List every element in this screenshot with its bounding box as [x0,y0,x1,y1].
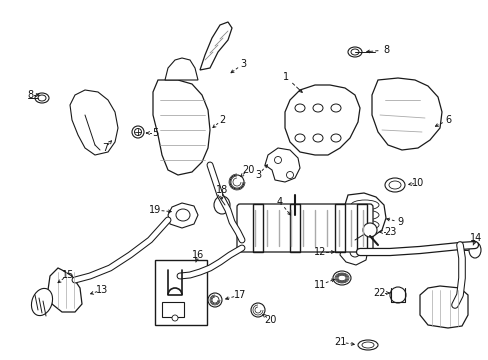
Polygon shape [153,80,209,175]
Ellipse shape [286,171,293,179]
Polygon shape [343,193,385,238]
Ellipse shape [38,95,46,101]
Ellipse shape [134,129,141,135]
Ellipse shape [384,178,404,192]
Ellipse shape [349,247,359,257]
Polygon shape [264,148,299,182]
Polygon shape [371,78,441,150]
Text: 9: 9 [396,217,402,227]
Text: 1: 1 [283,72,288,82]
Ellipse shape [214,196,229,214]
Ellipse shape [388,181,400,189]
Ellipse shape [250,303,264,317]
FancyBboxPatch shape [237,204,372,252]
Ellipse shape [330,134,340,142]
Ellipse shape [468,242,480,258]
Ellipse shape [294,104,305,112]
Polygon shape [168,203,198,228]
Polygon shape [200,22,231,70]
Text: 16: 16 [191,250,203,260]
Ellipse shape [172,315,178,321]
Polygon shape [164,58,198,80]
Text: 23: 23 [383,227,395,237]
Ellipse shape [357,340,377,350]
Ellipse shape [362,223,376,237]
Text: 3: 3 [240,59,245,69]
Text: 17: 17 [233,290,245,300]
Ellipse shape [389,287,405,303]
Polygon shape [419,286,467,328]
Ellipse shape [207,293,222,307]
FancyBboxPatch shape [162,302,183,317]
Ellipse shape [347,47,361,57]
Text: 21: 21 [333,337,346,347]
Text: 20: 20 [263,315,276,325]
Ellipse shape [210,296,219,304]
Polygon shape [285,85,359,155]
Text: 20: 20 [242,165,254,175]
Ellipse shape [31,288,52,316]
Polygon shape [48,268,82,312]
Text: 14: 14 [469,233,481,243]
Ellipse shape [274,157,281,163]
Text: 18: 18 [215,185,228,195]
Text: 12: 12 [313,247,325,257]
Text: 6: 6 [444,115,450,125]
Ellipse shape [350,49,358,55]
Text: 8: 8 [27,90,33,100]
Ellipse shape [176,209,190,221]
Ellipse shape [330,104,340,112]
Ellipse shape [132,126,143,138]
Text: 2: 2 [219,115,224,125]
Text: 19: 19 [148,205,161,215]
Ellipse shape [294,134,305,142]
Ellipse shape [312,134,323,142]
Polygon shape [70,90,118,155]
Text: 15: 15 [61,270,74,280]
Ellipse shape [229,175,244,189]
Text: 10: 10 [411,178,423,188]
Ellipse shape [35,93,49,103]
Text: 4: 4 [276,197,283,207]
Text: 8: 8 [382,45,388,55]
Text: 7: 7 [102,143,108,153]
Ellipse shape [332,271,350,285]
Text: 13: 13 [96,285,108,295]
Ellipse shape [312,104,323,112]
Text: 3: 3 [254,170,261,180]
Text: 11: 11 [313,280,325,290]
Polygon shape [339,240,367,265]
Text: 5: 5 [152,128,158,138]
Ellipse shape [361,342,373,348]
Text: 22: 22 [373,288,386,298]
Bar [288,215,301,223]
